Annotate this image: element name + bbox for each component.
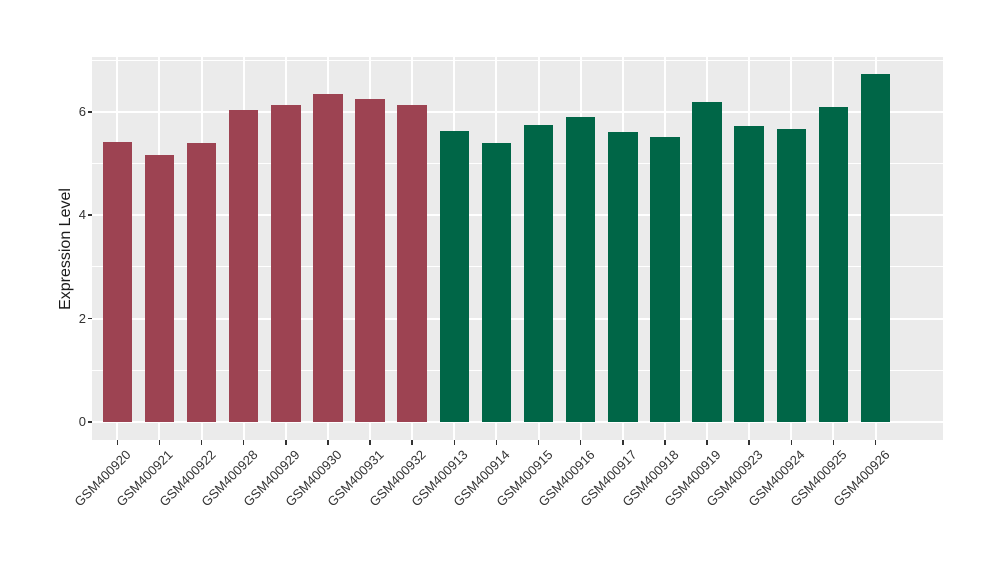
x-tick-mark (790, 440, 793, 445)
x-tick-mark (622, 440, 624, 445)
bar-GSM400914 (481, 142, 512, 422)
x-tick-mark (116, 440, 119, 445)
x-tick-mark (495, 440, 498, 445)
x-tick-mark (327, 440, 329, 445)
major-gridline (92, 110, 943, 113)
y-tick-mark (88, 214, 92, 216)
x-tick-mark (874, 440, 877, 445)
bar-GSM400916 (565, 117, 596, 422)
x-tick-mark (832, 440, 835, 445)
minor-gridline (92, 59, 943, 61)
x-tick-mark (369, 440, 371, 445)
major-gridline (92, 214, 943, 217)
bar-GSM400925 (818, 106, 849, 422)
bar-GSM400931 (355, 98, 385, 422)
bar-GSM400915 (523, 125, 554, 422)
bar-GSM400922 (186, 142, 217, 422)
x-tick-mark (664, 440, 666, 445)
y-tick-mark (88, 421, 92, 423)
bar-GSM400923 (734, 125, 764, 422)
x-tick-mark (285, 440, 287, 445)
bar-GSM400918 (650, 137, 680, 422)
bar-GSM400930 (313, 94, 343, 422)
x-tick-mark (579, 440, 582, 445)
minor-gridline (92, 369, 943, 371)
bar-GSM400920 (102, 141, 133, 422)
y-tick-label: 0 (78, 413, 86, 429)
minor-gridline (92, 162, 943, 164)
bar-GSM400929 (271, 104, 301, 422)
major-gridline (92, 420, 943, 423)
bar-GSM400932 (397, 105, 427, 422)
y-tick-label: 4 (78, 207, 86, 223)
x-tick-mark (748, 440, 750, 445)
bar-GSM400928 (228, 110, 259, 422)
bar-GSM400924 (776, 129, 807, 422)
y-tick-mark (88, 111, 92, 113)
y-tick-mark (88, 317, 92, 320)
y-tick-label: 6 (78, 103, 86, 119)
bar-GSM400917 (608, 132, 638, 422)
chart-panel (92, 57, 943, 440)
x-tick-mark (411, 440, 413, 445)
minor-gridline (92, 266, 943, 268)
y-tick-label: 2 (78, 310, 86, 326)
bar-GSM400921 (144, 154, 175, 422)
x-tick-mark (706, 440, 708, 445)
bar-GSM400919 (692, 102, 722, 422)
bar-GSM400926 (860, 74, 891, 422)
x-tick-mark (200, 440, 203, 445)
x-tick-mark (453, 440, 456, 445)
major-gridline (92, 317, 943, 320)
x-tick-mark (158, 440, 161, 445)
x-tick-mark (537, 440, 540, 445)
bar-GSM400913 (439, 130, 470, 422)
x-tick-mark (242, 440, 245, 445)
